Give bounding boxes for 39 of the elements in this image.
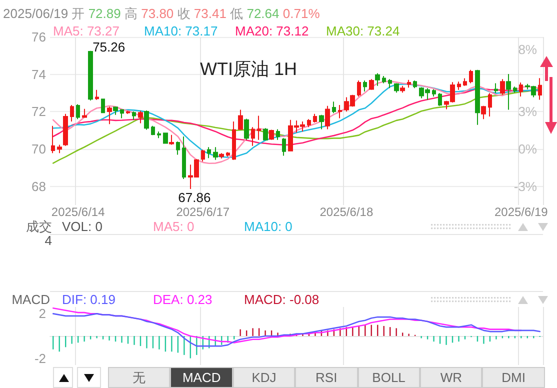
text: MA30: 73.24 xyxy=(326,24,400,38)
text: MA10: 73.17 xyxy=(144,24,218,38)
x-tick-label: 2025/6/18 xyxy=(320,205,374,219)
annotation: 75.26 xyxy=(92,39,126,54)
y-tick-label: 2 xyxy=(38,306,46,322)
text: RSI xyxy=(295,367,358,388)
series-label: DIF: 0.19 xyxy=(62,292,116,307)
series-label: MACD: -0.08 xyxy=(244,292,320,307)
y2-tick-label: 0% xyxy=(518,142,538,156)
text: MACD xyxy=(170,367,233,388)
y2-tick-label: -3% xyxy=(514,178,538,194)
y-tick-label: 74 xyxy=(32,66,46,82)
text: 无 xyxy=(108,367,170,388)
y-tick-label: 70 xyxy=(32,142,46,156)
text: MA10: 0 xyxy=(244,219,292,234)
x-tick-label: 2025/6/17 xyxy=(176,205,230,219)
text: MA5: 0 xyxy=(153,219,194,234)
text: WTI原油 1H xyxy=(200,59,297,79)
series-label: DEA: 0.23 xyxy=(153,292,212,307)
text: 2025/06/19 开 72.89 高 73.80 收 73.41 低 72.64 0.71% xyxy=(3,6,320,21)
x-tick-label: 2025/6/19 xyxy=(494,205,548,219)
text: WR xyxy=(420,367,482,388)
text: KDJ xyxy=(232,367,296,388)
text: BOLL xyxy=(358,367,420,388)
y-tick-label: 68 xyxy=(32,178,46,194)
text: MA20: 73.12 xyxy=(235,24,309,38)
text: DMI xyxy=(482,367,545,388)
y-tick-label: 72 xyxy=(32,104,46,120)
y2-tick-label: 3% xyxy=(518,104,538,120)
text: VOL: 0 xyxy=(62,219,102,234)
y-tick-label: -2 xyxy=(34,350,46,366)
annotation: 67.86 xyxy=(178,190,211,205)
text: 4 xyxy=(44,232,52,248)
y-tick-label: 76 xyxy=(32,30,46,44)
text: 成交 xyxy=(26,219,52,234)
text: MA5: 73.27 xyxy=(53,24,120,38)
x-tick-label: 2025/6/14 xyxy=(51,205,106,219)
y-axis-title: MACD xyxy=(12,292,50,307)
y2-tick-label: 8% xyxy=(518,42,538,57)
